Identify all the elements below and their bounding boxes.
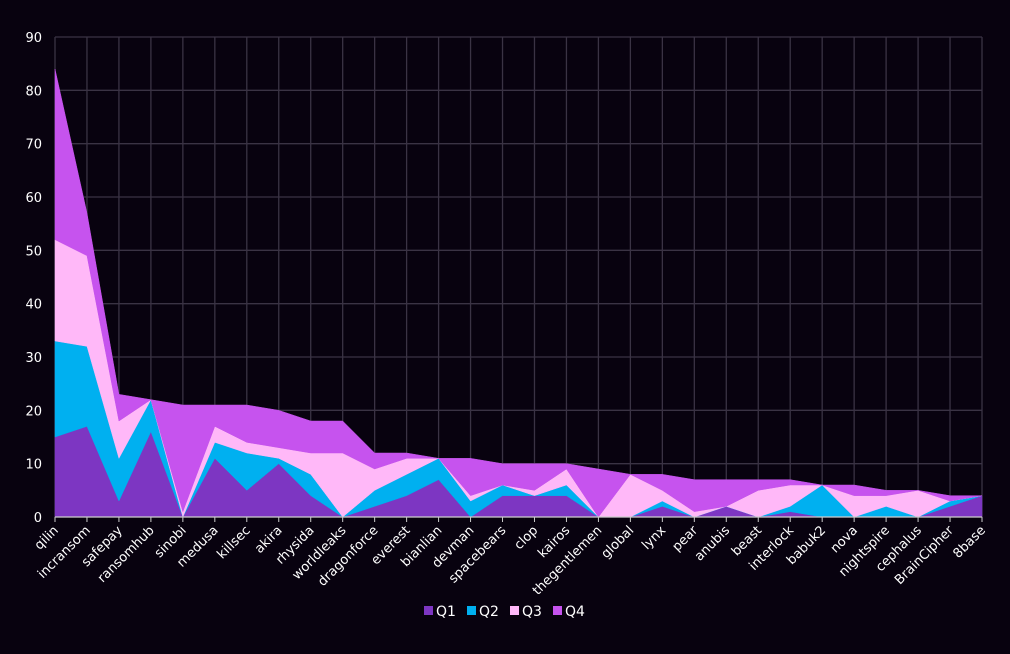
x-tick-label: killsec xyxy=(215,523,254,562)
legend-label-q2: Q2 xyxy=(479,604,499,620)
legend-label-q3: Q3 xyxy=(522,604,542,620)
y-tick-label: 90 xyxy=(25,31,42,46)
legend: Q1 Q2 Q3 Q4 xyxy=(424,604,585,620)
x-tick-label: global xyxy=(599,523,638,562)
x-tick-label: lynx xyxy=(639,523,669,553)
y-tick-label: 60 xyxy=(25,191,42,206)
y-tick-label: 70 xyxy=(25,138,42,153)
y-tick-label: 50 xyxy=(25,244,42,259)
y-tick-label: 80 xyxy=(25,84,42,99)
legend-label-q1: Q1 xyxy=(436,604,456,620)
y-tick-label: 0 xyxy=(34,511,42,526)
legend-swatch-q2 xyxy=(467,606,476,615)
x-tick-label: 8base xyxy=(950,523,988,561)
areas xyxy=(54,68,983,518)
y-tick-label: 30 xyxy=(25,351,42,366)
y-tick-label: 20 xyxy=(25,404,42,419)
y-tick-label: 10 xyxy=(25,458,42,473)
legend-label-q4: Q4 xyxy=(565,604,585,620)
x-tick-label: anubis xyxy=(692,523,733,564)
area-q4 xyxy=(54,68,983,518)
legend-swatch-q4 xyxy=(553,606,562,615)
legend-swatch-q3 xyxy=(510,606,519,615)
y-tick-label: 40 xyxy=(25,298,42,313)
legend-swatch-q1 xyxy=(424,606,433,615)
